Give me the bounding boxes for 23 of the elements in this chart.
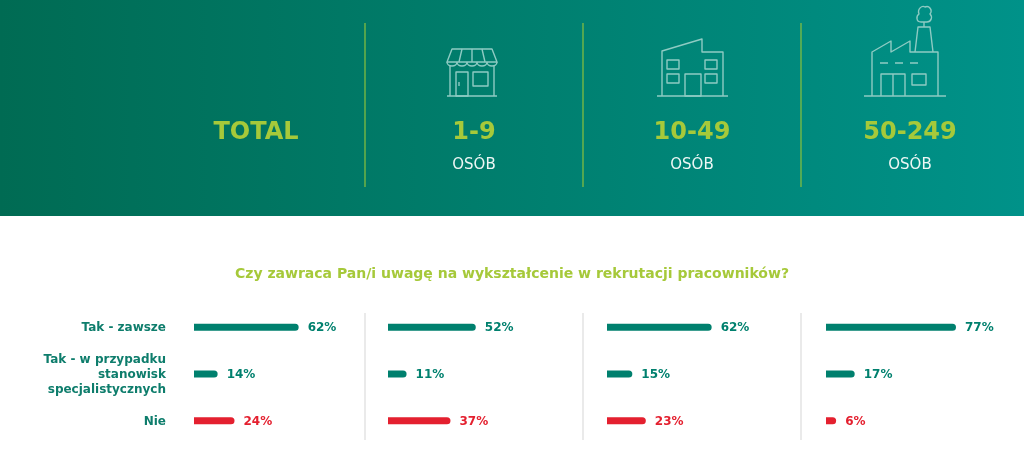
chart-title: 1-9 [452, 117, 496, 145]
data-label: 14% [226, 367, 256, 381]
chart-title: 10-49 [653, 117, 731, 145]
chart-subtitle: OSÓB [670, 154, 714, 173]
y-tick-label: Tak - w przypadku stanowisk specjalistycznych [43, 352, 168, 396]
chart-subtitle: OSÓB [888, 154, 932, 173]
y-tick-label: Tak - zawsze [81, 320, 166, 335]
data-label: 15% [641, 367, 671, 381]
text: Czy zawraca Pan/i uwagę na wykształcenie w rekrutacji pracowników? [234, 265, 790, 281]
data-label: 77% [965, 320, 994, 335]
chart-title: TOTAL [213, 117, 299, 145]
data-label: 52% [484, 320, 514, 335]
data-label: 6% [845, 413, 866, 428]
data-label: 37% [459, 413, 489, 428]
data-label: 62% [307, 320, 337, 335]
chart-title: 50-249 [863, 117, 957, 145]
data-label: 23% [654, 413, 684, 428]
data-label: 62% [720, 320, 750, 335]
data-label: 11% [415, 367, 445, 381]
data-label: 24% [243, 413, 273, 428]
data-label: 17% [863, 367, 893, 381]
y-tick-label: Nie [143, 413, 166, 428]
chart-subtitle: OSÓB [452, 154, 496, 173]
